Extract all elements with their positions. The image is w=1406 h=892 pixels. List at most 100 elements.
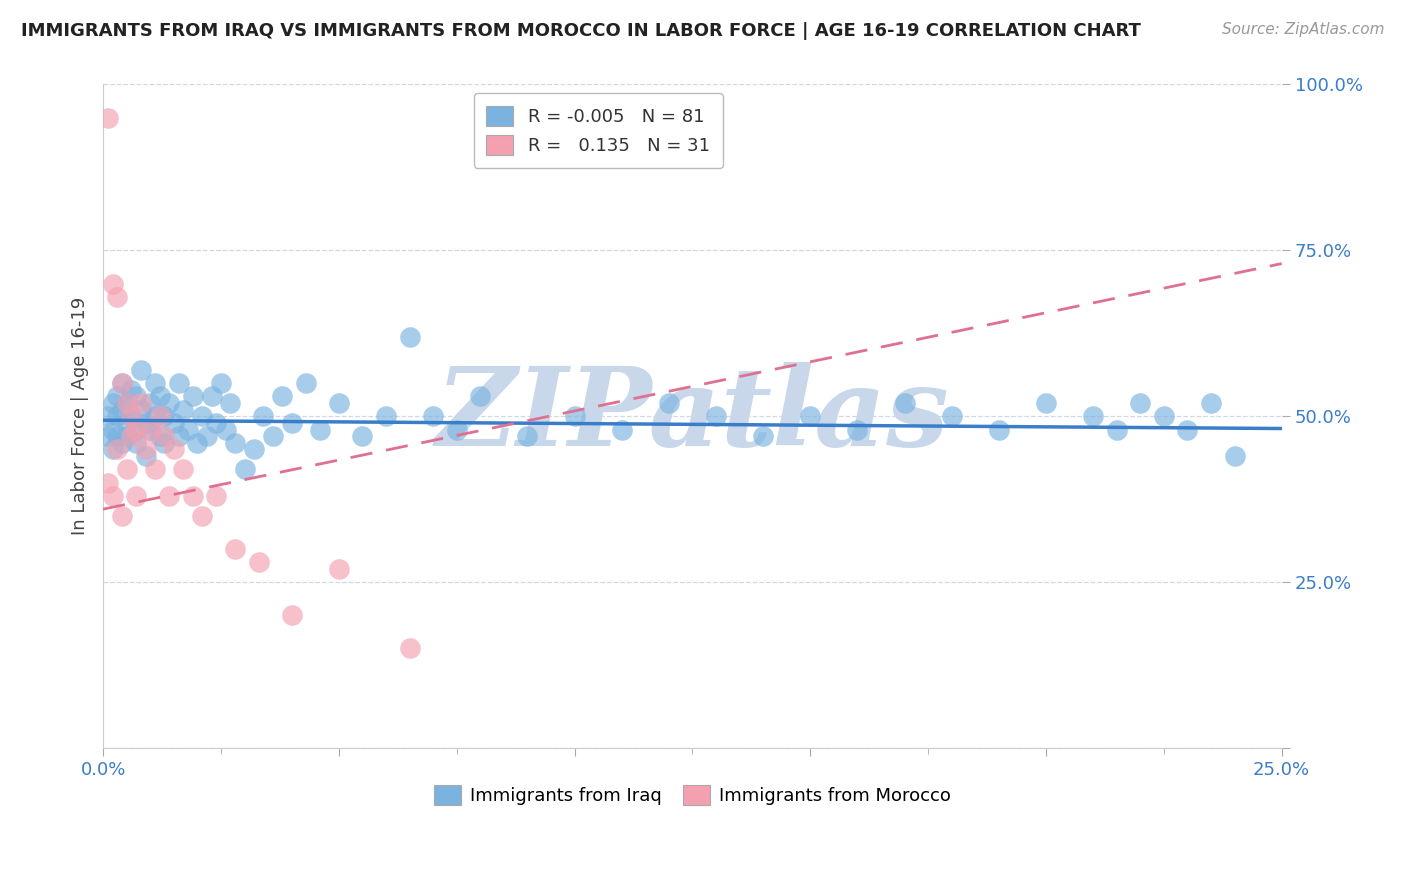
Point [752,429,775,443]
Point [139,423,162,437]
Point [610,423,633,437]
Point [135,442,157,457]
Point [893,396,915,410]
Point [153,409,176,424]
Text: IMMIGRANTS FROM IRAQ VS IMMIGRANTS FROM MOROCCO IN LABOR FORCE | AGE 16-19 CORRE: IMMIGRANTS FROM IRAQ VS IMMIGRANTS FROM … [21,22,1140,40]
Point [987,423,1010,437]
Point [398,329,420,343]
Point [105,389,128,403]
Point [243,442,266,457]
Text: Source: ZipAtlas.com: Source: ZipAtlas.com [1222,22,1385,37]
Point [1081,409,1104,424]
Point [111,402,134,417]
Point [704,409,727,424]
Point [1199,396,1222,410]
Point [398,641,420,656]
Point [271,389,294,403]
Point [172,462,194,476]
Point [105,442,128,457]
Point [157,489,180,503]
Point [328,562,350,576]
Point [186,435,208,450]
Point [101,423,124,437]
Point [115,396,138,410]
Point [219,396,242,410]
Point [149,389,172,403]
Point [120,429,142,443]
Point [205,489,228,503]
Point [111,376,134,390]
Point [167,376,190,390]
Point [125,423,148,437]
Point [97,409,120,424]
Point [101,396,124,410]
Point [233,462,256,476]
Point [167,429,190,443]
Point [1035,396,1057,410]
Point [120,383,142,397]
Point [422,409,444,424]
Point [129,396,152,410]
Point [153,435,176,450]
Point [280,608,302,623]
Point [129,363,152,377]
Point [120,409,142,424]
Point [111,376,134,390]
Point [846,423,869,437]
Point [181,389,204,403]
Point [143,462,166,476]
Legend: Immigrants from Iraq, Immigrants from Morocco: Immigrants from Iraq, Immigrants from Mo… [426,778,959,812]
Point [1223,449,1246,463]
Text: ZIPatlas: ZIPatlas [436,362,949,470]
Point [177,423,200,437]
Point [191,409,214,424]
Point [658,396,681,410]
Point [97,429,120,443]
Point [135,449,157,463]
Point [125,489,148,503]
Point [105,290,128,304]
Point [105,429,128,443]
Point [516,429,538,443]
Point [115,416,138,430]
Point [262,429,284,443]
Point [125,389,148,403]
Point [1129,396,1152,410]
Point [295,376,318,390]
Point [195,429,218,443]
Point [799,409,821,424]
Point [149,409,172,424]
Point [1177,423,1199,437]
Point [1153,409,1175,424]
Point [115,396,138,410]
Point [352,429,374,443]
Point [125,423,148,437]
Point [115,462,138,476]
Point [375,409,398,424]
Point [135,416,157,430]
Point [328,396,350,410]
Point [153,429,176,443]
Point [139,396,162,410]
Point [101,489,124,503]
Point [163,442,186,457]
Point [172,402,194,417]
Point [209,376,232,390]
Point [143,409,166,424]
Point [157,396,180,410]
Point [191,508,214,523]
Point [125,435,148,450]
Point [101,277,124,291]
Point [1105,423,1128,437]
Y-axis label: In Labor Force | Age 16-19: In Labor Force | Age 16-19 [72,297,89,535]
Point [139,423,162,437]
Point [181,489,204,503]
Point [470,389,492,403]
Point [120,409,142,424]
Point [215,423,238,437]
Point [224,541,246,556]
Point [101,442,124,457]
Point [97,475,120,490]
Point [446,423,468,437]
Point [163,416,186,430]
